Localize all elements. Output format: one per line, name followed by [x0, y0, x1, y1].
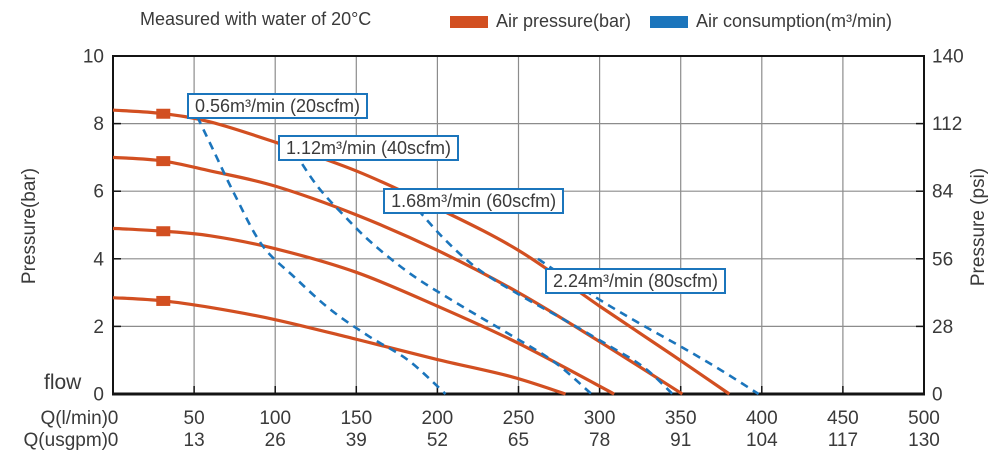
- consumption-curve-3: [416, 208, 674, 395]
- x-tick-label-usgpm: 0: [108, 430, 119, 451]
- pressure-curve-4-marker: [156, 295, 171, 306]
- y-axis-title-bar: Pressure(bar): [19, 167, 40, 285]
- y-right-tick-label: 56: [932, 249, 953, 270]
- y-left-tick-label: 0: [93, 385, 104, 406]
- air-consumption-legend-swatch: [650, 15, 688, 28]
- x-tick-label-usgpm: 78: [589, 430, 610, 451]
- x-tick-label-usgpm: 26: [265, 430, 286, 451]
- x-tick-label-lmin: 50: [184, 408, 205, 429]
- y-left-tick-label: 8: [93, 114, 104, 135]
- x-tick-label-lmin: 500: [908, 408, 940, 429]
- x-tick-label-lmin: 350: [665, 408, 697, 429]
- x-tick-label-usgpm: 104: [746, 430, 778, 451]
- y-right-tick-label: 28: [932, 317, 953, 338]
- legend-item-air-consumption: Air consumption(m³/min): [650, 11, 892, 32]
- x-tick-label-usgpm: 130: [908, 430, 940, 451]
- pressure-curve-3: [112, 226, 615, 396]
- x-tick-label-usgpm: 65: [508, 430, 529, 451]
- pressure-curve-1-marker: [156, 108, 171, 119]
- x-tick-label-lmin: 150: [340, 408, 372, 429]
- curve-label: 1.12m³/min (40scfm): [277, 135, 459, 162]
- x-tick-label-lmin: 250: [503, 408, 535, 429]
- x-tick-label-usgpm: 117: [828, 430, 858, 451]
- x-tick-label-lmin: 200: [422, 408, 454, 429]
- y-right-tick-label: 140: [932, 47, 964, 68]
- air-pressure-legend-label: Air pressure(bar): [496, 11, 632, 31]
- y-axis-title-psi: Pressure (psi): [968, 167, 989, 287]
- consumption-curve-1: [196, 116, 447, 395]
- y-right-tick-label: 112: [932, 114, 962, 135]
- x-tick-label-usgpm: 52: [427, 430, 448, 451]
- consumption-curve-2: [293, 151, 593, 395]
- x-tick-label-lmin: 0: [108, 408, 119, 429]
- curve-label: 2.24m³/min (80scfm): [544, 267, 726, 294]
- x-tick-label-lmin: 300: [584, 408, 616, 429]
- x-tick-label-usgpm: 13: [184, 430, 205, 451]
- y-right-tick-label: 84: [932, 182, 954, 203]
- pressure-curve-2-marker: [156, 156, 171, 167]
- y-left-tick-label: 4: [93, 249, 104, 270]
- consumption-curve-4: [537, 257, 760, 396]
- legend-item-air-pressure: Air pressure(bar): [450, 11, 631, 32]
- y-left-tick-label: 2: [93, 317, 104, 338]
- curve-label: 0.56m³/min (20scfm): [186, 93, 368, 120]
- curve-label: 1.68m³/min (60scfm): [383, 188, 565, 215]
- y-left-tick-label: 6: [93, 182, 104, 203]
- flow-axis-label: flow: [44, 371, 82, 394]
- chart-title: Measured with water of 20°C: [140, 9, 372, 29]
- y-left-tick-label: 10: [83, 47, 104, 68]
- air-consumption-legend-label: Air consumption(m³/min): [696, 11, 893, 31]
- x-tick-label-lmin: 400: [746, 408, 778, 429]
- x-axis-header-usgpm: Q(usgpm): [23, 430, 108, 451]
- pressure-curve-4: [112, 296, 567, 396]
- pressure-curve-3-marker: [156, 226, 171, 237]
- x-axis-header-lmin: Q(l/min): [40, 408, 108, 429]
- x-tick-label-lmin: 450: [827, 408, 859, 429]
- x-tick-label-lmin: 100: [259, 408, 291, 429]
- x-tick-label-usgpm: 91: [670, 430, 691, 451]
- x-tick-label-usgpm: 39: [346, 430, 367, 451]
- pressure-curve-2: [112, 155, 684, 396]
- y-right-tick-label: 0: [932, 385, 943, 406]
- air-pressure-legend-swatch: [450, 15, 488, 28]
